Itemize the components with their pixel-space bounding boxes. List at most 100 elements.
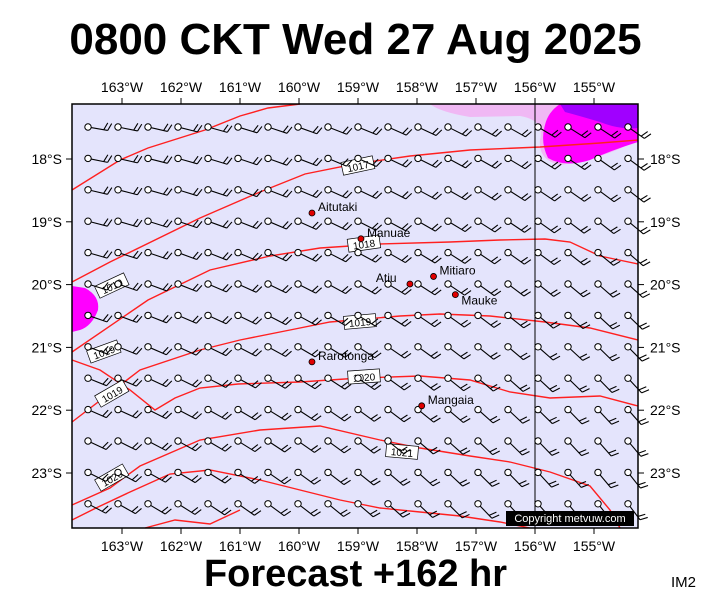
wind-barb — [264, 186, 293, 198]
wind-barb — [144, 374, 173, 388]
wind-barb — [264, 500, 292, 517]
wind-barb — [174, 468, 202, 484]
lon-label: 160°W — [278, 538, 321, 554]
wind-barb — [234, 154, 263, 166]
wind-barb — [294, 186, 323, 199]
wind-barb — [114, 311, 143, 323]
lat-label: 21°S — [31, 339, 62, 355]
wind-barb — [204, 374, 233, 388]
wind-barb — [414, 500, 440, 519]
place-marker: Manuae — [357, 226, 411, 243]
isobar-line — [71, 425, 621, 529]
wind-barb — [444, 154, 472, 169]
wind-barb — [234, 311, 263, 325]
wind-barb — [444, 311, 472, 328]
wind-barb — [384, 437, 411, 455]
lat-label: 23°S — [650, 465, 681, 481]
wind-barb — [504, 154, 532, 170]
place-marker: Rarotonga — [308, 349, 374, 366]
isobar-label: 1021 — [390, 447, 414, 460]
wind-barb — [234, 468, 262, 484]
image-code: IM2 — [671, 574, 697, 591]
wind-barb — [84, 248, 113, 259]
wind-barb — [474, 154, 502, 169]
wind-barb — [354, 217, 383, 231]
wind-barb — [264, 154, 293, 166]
lat-label: 18°S — [650, 151, 681, 167]
place-dot — [451, 291, 459, 299]
wind-barb — [594, 280, 621, 298]
wind-barb — [84, 468, 113, 482]
lon-label: 159°W — [337, 79, 380, 95]
lon-label: 161°W — [219, 79, 262, 95]
wind-barb — [234, 343, 263, 357]
wind-barb — [534, 280, 561, 297]
wind-barb — [294, 280, 323, 294]
wind-barb — [114, 186, 143, 196]
wind-barb — [264, 311, 293, 326]
wind-barb — [84, 186, 113, 195]
wind-barb — [294, 217, 323, 230]
wind-barb — [234, 217, 263, 230]
wind-barb — [324, 311, 352, 326]
wind-barb — [564, 437, 590, 457]
place-label: Atiu — [376, 271, 397, 285]
precipitation-layer — [72, 104, 638, 332]
wind-barb — [144, 280, 173, 292]
wind-barb — [624, 217, 651, 235]
wind-barb — [384, 405, 411, 423]
wind-barb — [564, 186, 592, 202]
wind-barbs — [84, 122, 652, 521]
wind-barb — [474, 374, 501, 392]
lon-label: 156°W — [514, 538, 557, 554]
isobar-label: 1019 — [349, 317, 373, 330]
wind-barb — [114, 374, 143, 387]
wind-barb — [594, 468, 619, 489]
wind-barb — [534, 186, 562, 202]
wind-barb — [144, 217, 173, 228]
lon-label: 157°W — [455, 79, 498, 95]
wind-barb — [324, 186, 353, 199]
wind-barb — [294, 154, 323, 167]
lon-label: 155°W — [573, 538, 616, 554]
wind-barb — [624, 437, 649, 457]
wind-barb — [174, 437, 202, 452]
wind-barb — [174, 500, 202, 515]
wind-barb — [234, 374, 262, 389]
wind-barb — [204, 186, 233, 197]
wind-barb — [384, 217, 412, 232]
wind-barb — [324, 343, 352, 358]
place-dot — [308, 358, 316, 366]
wind-barb — [84, 405, 113, 419]
wind-barb — [414, 374, 441, 391]
wind-barb — [264, 437, 292, 453]
wind-barb — [564, 374, 590, 393]
place-dot — [308, 209, 316, 217]
wind-barb — [234, 405, 262, 421]
wind-barb — [114, 217, 143, 228]
lat-label: 22°S — [650, 402, 681, 418]
wind-barb — [264, 468, 292, 485]
lon-label: 156°W — [514, 79, 557, 95]
wind-barb — [114, 437, 143, 451]
wind-barb — [414, 437, 441, 455]
wind-barb — [594, 154, 622, 171]
wind-barb — [594, 186, 622, 203]
lon-label: 161°W — [219, 538, 262, 554]
wind-barb — [354, 343, 382, 359]
lat-label: 23°S — [31, 465, 62, 481]
wind-barb — [384, 500, 411, 518]
axis-labels: 163°W 163°W 162°W 162°W 161°W 161°W 160°W 160°W… — [31, 79, 680, 554]
wind-barb — [594, 217, 621, 235]
wind-barb — [114, 123, 143, 132]
place-marker: Mangaia — [418, 393, 474, 410]
lat-label: 22°S — [31, 402, 62, 418]
wind-barb — [414, 217, 442, 232]
wind-barb — [84, 311, 113, 323]
wind-barb — [84, 343, 113, 355]
place-label: Mauke — [461, 294, 497, 308]
lon-label: 158°W — [396, 79, 439, 95]
wind-barb — [294, 343, 322, 358]
wind-barb — [564, 248, 591, 266]
